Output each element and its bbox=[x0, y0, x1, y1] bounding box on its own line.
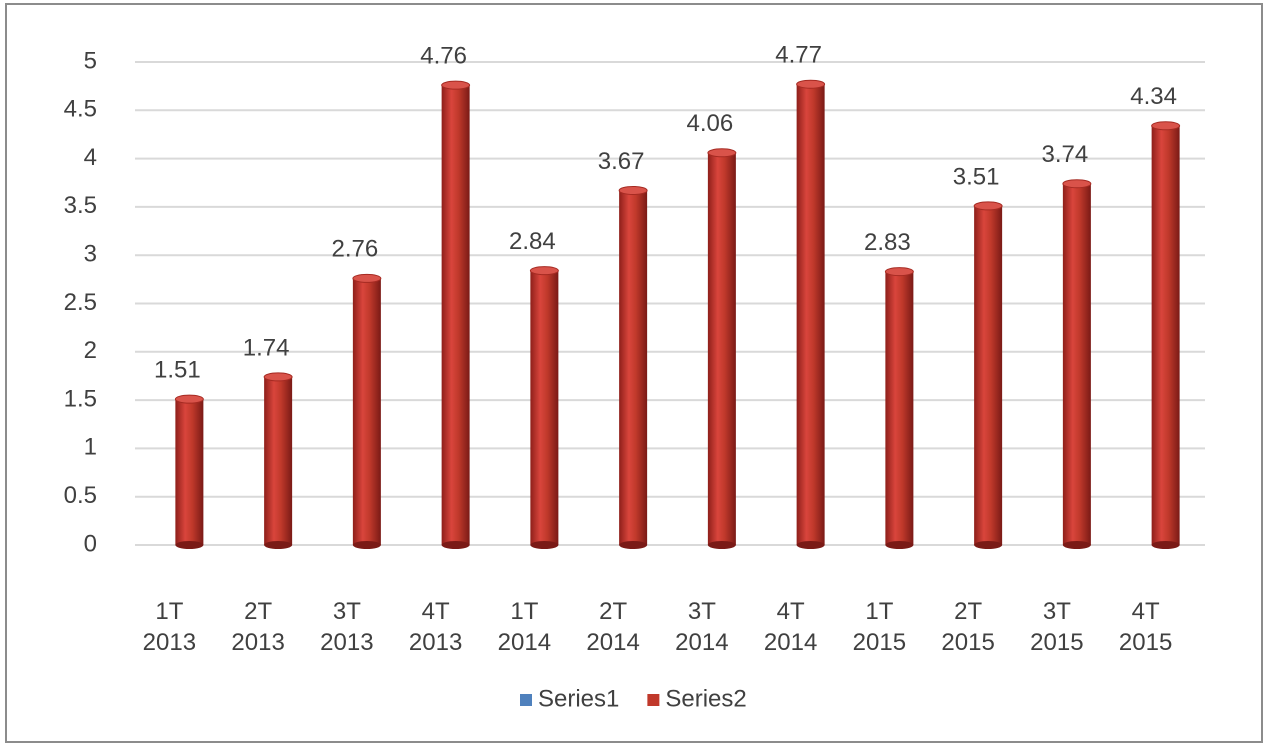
bar bbox=[264, 376, 293, 545]
bar-base bbox=[619, 541, 648, 549]
y-tick-label: 1.5 bbox=[64, 385, 97, 412]
bar bbox=[619, 190, 648, 545]
y-tick-label: 5 bbox=[84, 47, 97, 74]
data-label: 2.84 bbox=[509, 228, 556, 255]
x-tick-label: 3T 2014 bbox=[675, 598, 729, 656]
data-label: 3.74 bbox=[1042, 141, 1089, 168]
bar-top bbox=[884, 267, 914, 277]
bar-top bbox=[529, 266, 559, 276]
bar bbox=[1151, 125, 1180, 546]
y-tick-label: 0.5 bbox=[64, 482, 97, 509]
bar bbox=[175, 399, 204, 545]
bar-top bbox=[618, 185, 648, 195]
bar bbox=[885, 271, 914, 545]
bar-base bbox=[885, 541, 914, 549]
bar-top bbox=[263, 372, 293, 382]
bar-top bbox=[352, 273, 382, 283]
bar bbox=[974, 205, 1003, 545]
bar-top bbox=[1062, 179, 1092, 189]
x-tick-label: 3T 2013 bbox=[320, 598, 374, 656]
data-label: 4.76 bbox=[420, 43, 467, 70]
bar-base bbox=[441, 541, 470, 549]
y-tick-label: 4.5 bbox=[64, 96, 97, 123]
bar-top bbox=[174, 394, 204, 404]
legend-swatch bbox=[647, 694, 660, 706]
legend-swatch bbox=[520, 694, 532, 706]
data-label: 3.67 bbox=[598, 148, 645, 175]
x-tick-label: 1T 2015 bbox=[852, 598, 907, 656]
y-tick-label: 2 bbox=[84, 337, 97, 364]
y-tick-label: 1 bbox=[84, 434, 97, 461]
bar-top bbox=[796, 79, 826, 89]
legend-label: Series1 bbox=[538, 685, 619, 712]
x-tick-label: 1T 2013 bbox=[142, 598, 197, 656]
bar-top bbox=[1151, 121, 1181, 131]
bar-base bbox=[1062, 541, 1091, 549]
bar bbox=[352, 278, 381, 545]
x-tick-label: 4T 2014 bbox=[763, 598, 818, 656]
data-label: 1.51 bbox=[154, 356, 201, 383]
data-label: 4.34 bbox=[1130, 83, 1177, 110]
x-tick-label: 3T 2015 bbox=[1030, 598, 1084, 656]
legend-label: Series2 bbox=[665, 685, 746, 712]
y-tick-label: 3.5 bbox=[64, 192, 97, 219]
data-label: 2.83 bbox=[864, 229, 911, 256]
bar-base bbox=[974, 541, 1003, 549]
y-tick-label: 4 bbox=[84, 144, 97, 171]
bar-top bbox=[441, 80, 471, 90]
x-tick-label: 1T 2014 bbox=[497, 598, 552, 656]
data-label: 4.06 bbox=[687, 110, 734, 137]
x-tick-label: 4T 2013 bbox=[408, 598, 463, 656]
bar-base bbox=[707, 541, 736, 549]
y-tick-label: 0 bbox=[84, 530, 97, 557]
bar-base bbox=[352, 541, 381, 549]
bar bbox=[441, 85, 470, 546]
bar-base bbox=[175, 541, 204, 549]
bar-base bbox=[1151, 541, 1180, 549]
bar-top bbox=[707, 148, 737, 158]
bar-base bbox=[530, 541, 559, 549]
data-label: 1.74 bbox=[243, 334, 290, 361]
x-tick-label: 4T 2015 bbox=[1118, 598, 1173, 656]
data-label: 2.76 bbox=[332, 236, 379, 263]
x-tick-label: 2T 2015 bbox=[941, 598, 995, 656]
x-tick-label: 2T 2014 bbox=[586, 598, 640, 656]
data-label: 3.51 bbox=[953, 163, 1000, 190]
bar bbox=[1062, 183, 1091, 545]
bar-top bbox=[973, 201, 1003, 211]
bar bbox=[796, 84, 825, 545]
bar bbox=[707, 152, 736, 545]
bar bbox=[530, 270, 559, 545]
bar-base bbox=[264, 541, 293, 549]
x-tick-label: 2T 2013 bbox=[231, 598, 285, 656]
bar-base bbox=[796, 541, 825, 549]
y-tick-label: 2.5 bbox=[64, 289, 97, 316]
data-label: 4.77 bbox=[775, 42, 822, 69]
y-tick-label: 3 bbox=[84, 241, 97, 268]
